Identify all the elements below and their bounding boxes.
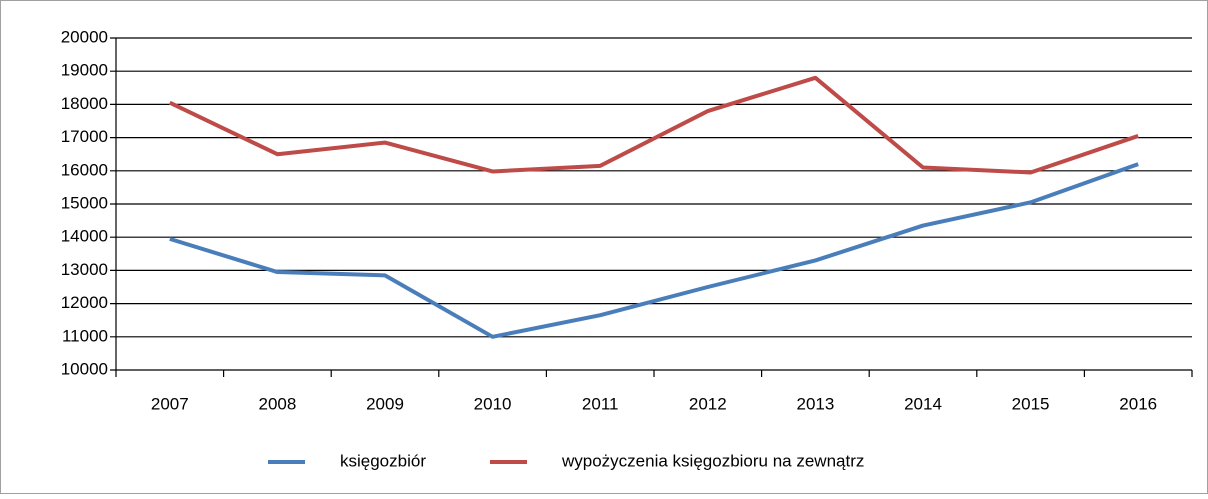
y-tick-label: 11000 (62, 326, 108, 345)
x-tick-label: 2014 (904, 394, 942, 413)
series-line (168, 75, 1139, 175)
x-tick-label: 2016 (1119, 394, 1157, 413)
y-tick-label: 19000 (61, 61, 108, 80)
x-tick-label: 2008 (258, 394, 296, 413)
x-tick-label: 2011 (582, 394, 619, 413)
y-tick-label: 12000 (61, 293, 108, 312)
y-tick-label: 17000 (61, 127, 108, 146)
y-tick-label: 15000 (61, 193, 108, 212)
y-tick-label: 20000 (61, 27, 108, 46)
x-tick-label: 2012 (689, 394, 727, 413)
y-tick-label: 18000 (61, 94, 108, 113)
x-tick-label: 2007 (151, 394, 189, 413)
legend-label: wypożyczenia księgozbioru na zewnątrz (561, 451, 864, 470)
y-tick-label: 13000 (61, 260, 108, 279)
y-tick-label: 16000 (61, 160, 108, 179)
y-tick-label: 14000 (61, 227, 108, 246)
x-tick-label: 2013 (796, 394, 834, 413)
x-tick-label: 2009 (366, 394, 404, 413)
x-tick-label: 2015 (1012, 394, 1050, 413)
series-line (169, 162, 1139, 339)
y-tick-label: 10000 (61, 359, 108, 378)
legend-label: księgozbiór (340, 451, 426, 470)
x-tick-label: 2010 (474, 394, 512, 413)
